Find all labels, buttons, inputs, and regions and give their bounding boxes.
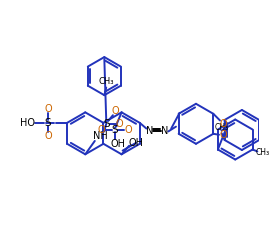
- Text: CH₃: CH₃: [99, 77, 114, 86]
- Text: O: O: [116, 119, 123, 129]
- Text: O: O: [44, 131, 52, 141]
- Text: HO: HO: [19, 118, 35, 128]
- Text: CH₃: CH₃: [256, 148, 270, 157]
- Text: O: O: [98, 125, 105, 135]
- Text: S: S: [103, 119, 110, 129]
- Text: S: S: [112, 125, 118, 135]
- Text: N: N: [161, 126, 168, 136]
- Text: O: O: [124, 125, 132, 135]
- Text: O: O: [219, 130, 227, 140]
- Text: S: S: [45, 118, 51, 128]
- Text: O: O: [112, 106, 120, 116]
- Text: O: O: [44, 104, 52, 114]
- Text: O: O: [220, 119, 228, 129]
- Text: N: N: [146, 126, 153, 136]
- Text: OH: OH: [128, 138, 143, 148]
- Text: OH: OH: [110, 139, 125, 149]
- Text: NH: NH: [93, 131, 108, 141]
- Text: CH₃: CH₃: [215, 123, 229, 132]
